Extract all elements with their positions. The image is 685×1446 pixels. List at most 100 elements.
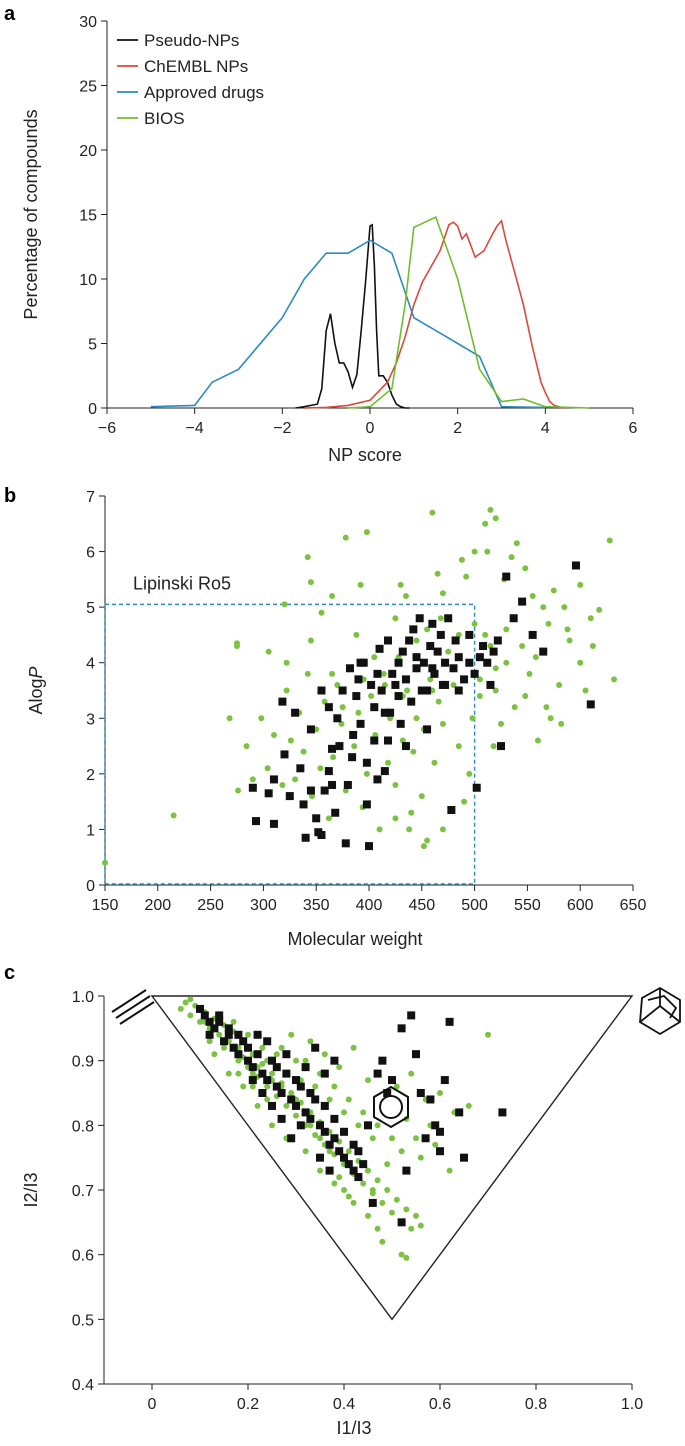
data-point	[320, 1069, 329, 1078]
data-point	[393, 1196, 400, 1203]
x-tick-label: 500	[461, 897, 488, 914]
data-point	[372, 731, 379, 738]
data-point	[529, 593, 536, 600]
data-point	[345, 1096, 352, 1103]
y-tick-label: 20	[79, 143, 97, 160]
data-point	[543, 704, 550, 711]
data-point	[502, 572, 511, 581]
data-point	[102, 859, 108, 866]
data-point	[317, 686, 326, 695]
data-point	[455, 631, 462, 638]
data-point	[253, 1030, 262, 1039]
data-point	[318, 609, 325, 616]
data-point	[341, 1109, 347, 1116]
data-point	[234, 640, 240, 647]
pmi-triangle	[150, 995, 634, 1321]
data-point	[259, 1044, 266, 1051]
data-point	[205, 1030, 214, 1039]
data-point	[487, 506, 494, 513]
data-point	[288, 1090, 295, 1096]
x-tick-label: 150	[92, 897, 119, 914]
data-point	[349, 730, 358, 739]
data-point	[540, 604, 547, 611]
y-tick-label: 5	[86, 600, 95, 617]
data-point	[432, 1141, 439, 1148]
data-point	[328, 744, 337, 753]
data-point	[482, 631, 489, 638]
legend-label: ChEMBL NPs	[144, 57, 248, 76]
data-point	[258, 1089, 267, 1097]
data-point	[285, 792, 294, 801]
data-point	[235, 1057, 242, 1064]
data-point	[412, 653, 421, 662]
data-point	[371, 654, 378, 661]
data-point	[273, 1051, 280, 1058]
data-point	[306, 1114, 315, 1123]
data-point	[454, 686, 463, 695]
data-point	[312, 1083, 319, 1090]
data-point	[386, 708, 395, 717]
data-point	[291, 708, 300, 717]
data-point	[343, 780, 352, 789]
y-tick-label: 0.4	[72, 1377, 94, 1394]
data-point	[489, 647, 498, 656]
data-point	[326, 1096, 333, 1103]
y-tick-label: 7	[86, 489, 95, 506]
data-point	[429, 509, 436, 516]
data-point	[265, 648, 272, 655]
data-point	[445, 648, 452, 655]
data-point	[486, 680, 495, 689]
data-point	[539, 647, 548, 656]
data-point	[417, 1222, 424, 1229]
data-point	[278, 697, 287, 706]
rod-icon	[111, 989, 155, 1025]
data-point	[331, 1083, 338, 1090]
data-point	[394, 692, 403, 701]
data-point	[447, 805, 456, 814]
data-point	[401, 742, 410, 751]
data-point	[244, 1043, 252, 1052]
data-point	[302, 1148, 309, 1155]
series-line	[150, 239, 546, 409]
data-point	[428, 664, 437, 673]
x-axis-title: Molecular weight	[287, 929, 422, 949]
data-point	[307, 637, 314, 644]
data-point	[356, 658, 365, 667]
data-point	[259, 1060, 266, 1067]
x-tick-label: 0	[366, 420, 375, 437]
data-point	[389, 1135, 395, 1142]
data-point	[413, 1135, 419, 1142]
data-point	[406, 826, 413, 833]
data-point	[365, 1212, 371, 1219]
data-point	[405, 636, 414, 645]
data-point	[350, 1199, 357, 1206]
data-point	[349, 1140, 358, 1149]
data-point	[436, 1127, 444, 1136]
data-point	[362, 800, 371, 809]
data-point	[561, 604, 568, 611]
data-point	[226, 715, 233, 722]
data-point	[331, 808, 340, 817]
data-point	[340, 1127, 348, 1136]
data-point	[367, 680, 376, 689]
data-point	[417, 686, 426, 695]
data-point	[293, 1112, 299, 1119]
x-tick-label: −4	[186, 420, 204, 437]
x-tick-label: 1.0	[621, 1396, 643, 1413]
data-point	[288, 1031, 295, 1038]
data-point	[379, 1238, 386, 1245]
data-point	[239, 1037, 248, 1046]
data-point	[454, 653, 463, 662]
data-point	[439, 590, 446, 597]
data-point	[359, 1160, 368, 1169]
data-point	[465, 630, 474, 639]
data-point	[272, 1082, 281, 1091]
data-point	[317, 765, 324, 772]
data-point	[582, 687, 589, 694]
data-point	[412, 664, 421, 673]
data-point	[292, 1076, 300, 1085]
data-point	[436, 630, 445, 639]
data-point	[307, 1038, 314, 1045]
data-point	[287, 1095, 296, 1104]
data-point	[384, 736, 393, 745]
